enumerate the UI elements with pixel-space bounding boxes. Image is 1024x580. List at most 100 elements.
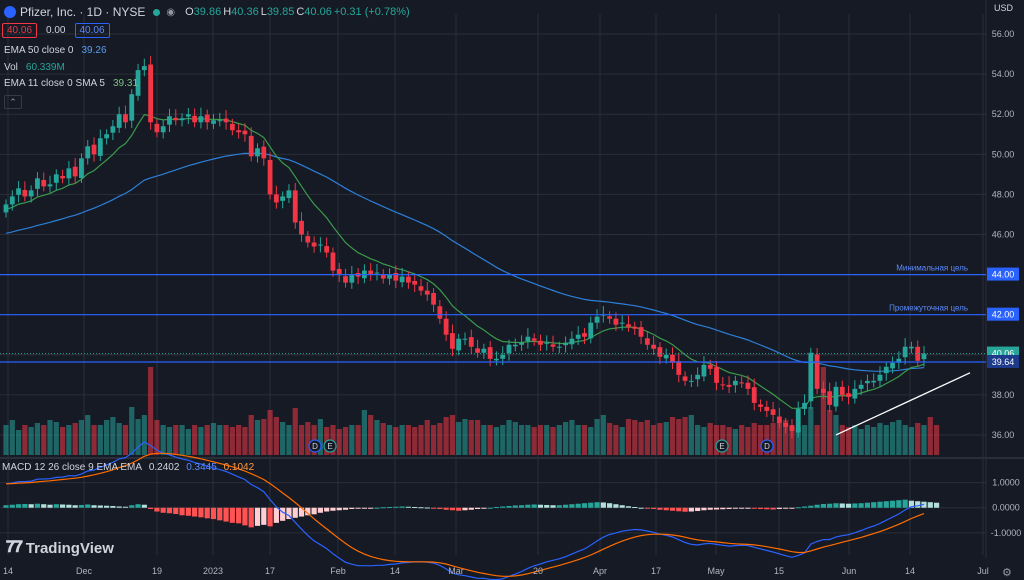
macd-histogram-bar bbox=[330, 507, 336, 511]
volume-bar bbox=[317, 419, 323, 455]
ema50-legend[interactable]: EMA 50 close 0 39.26 bbox=[4, 45, 107, 56]
event-marker-icon bbox=[323, 439, 337, 453]
macd-histogram-bar bbox=[355, 507, 361, 509]
volume-bar bbox=[236, 425, 242, 455]
candle-body bbox=[896, 358, 902, 363]
ask-price[interactable]: 40.06 bbox=[74, 23, 110, 38]
macd-histogram-bar bbox=[361, 507, 367, 509]
brand-name: TradingView bbox=[25, 539, 114, 557]
macd-histogram-bar bbox=[223, 507, 229, 522]
candle-body bbox=[79, 158, 84, 178]
volume-legend[interactable]: Vol 60.339M bbox=[4, 62, 65, 73]
event-marker-label: D bbox=[764, 442, 770, 451]
candle-body bbox=[53, 174, 59, 183]
macd-histogram-bar bbox=[160, 507, 166, 513]
macd-histogram-bar bbox=[236, 507, 242, 524]
volume-bar bbox=[783, 420, 789, 455]
macd-histogram-bar bbox=[726, 507, 732, 509]
candle-body bbox=[66, 168, 72, 179]
macd-histogram-bar bbox=[104, 505, 110, 508]
candle-body bbox=[795, 408, 801, 433]
gear-icon[interactable]: ⚙ bbox=[1002, 567, 1012, 579]
volume-bar bbox=[456, 422, 462, 455]
volume-bar bbox=[368, 415, 374, 455]
tradingview-logo[interactable]: 𝟕𝟕 TradingView bbox=[6, 539, 114, 557]
candle-body bbox=[311, 242, 317, 247]
candle-body bbox=[475, 348, 480, 353]
macd-histogram-bar bbox=[267, 507, 273, 527]
macd-histogram-bar bbox=[638, 507, 644, 509]
volume-bar bbox=[613, 425, 619, 455]
ema11-value: 39.31 bbox=[112, 78, 139, 89]
candle-body bbox=[280, 196, 286, 201]
macd-histogram-bar bbox=[619, 505, 625, 508]
candle-body bbox=[751, 387, 757, 403]
macd-histogram-bar bbox=[481, 507, 487, 509]
macd-histogram-bar bbox=[588, 502, 594, 508]
macd-histogram-bar bbox=[858, 503, 864, 508]
volume-bar bbox=[336, 429, 342, 455]
candle-body bbox=[632, 326, 638, 329]
candle-body bbox=[745, 382, 751, 389]
macd-histogram-bar bbox=[770, 507, 776, 510]
ema11-line bbox=[5, 114, 925, 410]
candle-body bbox=[883, 366, 889, 374]
volume-bar bbox=[430, 425, 437, 455]
macd-histogram-bar bbox=[676, 507, 682, 512]
macd-histogram-bar bbox=[474, 507, 481, 509]
candle-body bbox=[657, 347, 663, 357]
bid-price[interactable]: 40.06 bbox=[2, 23, 38, 38]
candle-body bbox=[380, 274, 386, 279]
macd-histogram-bar bbox=[424, 507, 430, 509]
volume-bar bbox=[569, 420, 575, 455]
ema11-legend[interactable]: EMA 11 close 0 SMA 5 39.31 bbox=[4, 78, 138, 89]
macd-histogram-bar bbox=[311, 507, 317, 515]
macd-histogram-bar bbox=[248, 507, 254, 528]
time-tick-label: 17 bbox=[265, 566, 275, 576]
macd-histogram-bar bbox=[663, 507, 669, 511]
volume-bar bbox=[462, 419, 468, 455]
collapse-legend-button[interactable]: ⌃ bbox=[4, 95, 22, 109]
currency-label[interactable]: USD bbox=[994, 3, 1014, 13]
candle-body bbox=[682, 376, 688, 381]
volume-bar bbox=[820, 367, 826, 455]
macd-legend[interactable]: MACD 12 26 close 9 EMA EMA 0.2402 0.3445… bbox=[2, 462, 258, 473]
candle-body bbox=[544, 342, 550, 344]
macd-histogram-bar bbox=[651, 507, 657, 509]
price-tag bbox=[987, 307, 1019, 321]
volume-bar bbox=[374, 420, 380, 455]
macd-histogram-bar bbox=[324, 507, 330, 512]
ema11-label: EMA 11 close 0 SMA 5 bbox=[4, 78, 105, 89]
macd-histogram-bar bbox=[795, 507, 801, 509]
volume-bar bbox=[795, 427, 801, 455]
macd-histogram-bar bbox=[28, 504, 34, 508]
time-tick-label: 14 bbox=[390, 566, 400, 576]
macd-histogram-bar bbox=[713, 507, 720, 510]
macd-histogram-bar bbox=[462, 507, 468, 511]
candle-body bbox=[732, 380, 738, 386]
macd-histogram-bar bbox=[764, 507, 770, 510]
volume-bar bbox=[801, 425, 808, 455]
volume-bar bbox=[651, 425, 657, 455]
macd-histogram-bar bbox=[669, 507, 676, 511]
eye-icon[interactable]: ◉ bbox=[166, 6, 176, 18]
macd-histogram-bar bbox=[66, 504, 72, 508]
symbol-title[interactable]: Pfizer, Inc. · 1D · NYSE bbox=[20, 5, 146, 19]
time-tick-label: Jun bbox=[842, 566, 857, 576]
macd-histogram-bar bbox=[613, 504, 619, 508]
volume-bar bbox=[757, 425, 764, 455]
volume-label: Vol bbox=[4, 62, 18, 73]
candle-body bbox=[512, 344, 518, 347]
macd-histogram-bar bbox=[430, 507, 437, 509]
macd-histogram-bar bbox=[801, 506, 808, 508]
macd-signal-line bbox=[5, 452, 925, 577]
macd-histogram-bar bbox=[827, 503, 833, 508]
volume-bar bbox=[280, 422, 286, 455]
candle-body bbox=[525, 336, 531, 342]
macd-histogram-bar bbox=[594, 502, 600, 508]
macd-tick-label: -1.0000 bbox=[991, 528, 1022, 538]
candle-body bbox=[556, 346, 562, 348]
volume-bar bbox=[506, 420, 512, 455]
